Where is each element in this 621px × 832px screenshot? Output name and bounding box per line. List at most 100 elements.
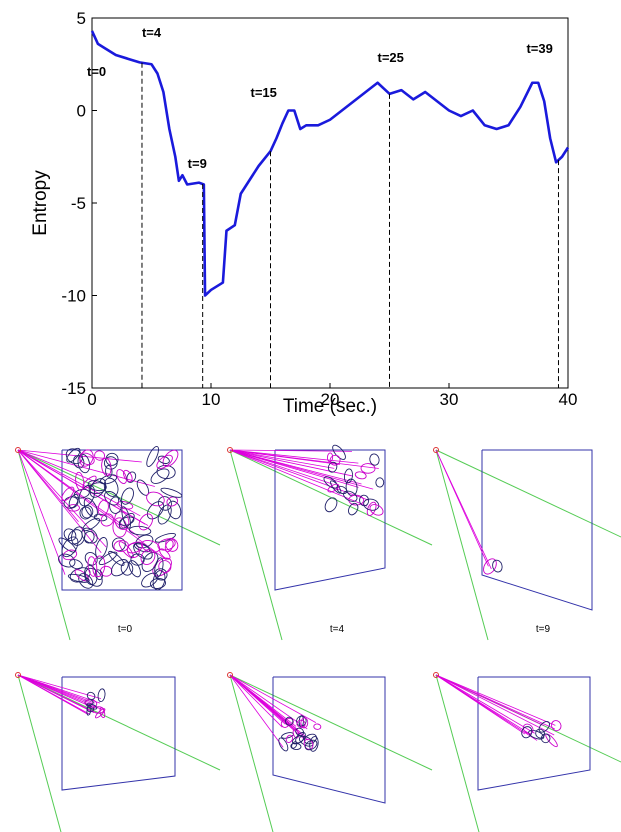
event-label: t=4 — [142, 25, 162, 40]
particle — [84, 552, 98, 566]
particle — [375, 477, 385, 488]
event-label: t=0 — [87, 64, 106, 79]
event-label: t=39 — [526, 41, 552, 56]
particle — [313, 723, 322, 730]
particle — [69, 559, 83, 570]
ray — [229, 449, 335, 469]
particle — [93, 513, 108, 522]
particle — [87, 480, 107, 492]
y-tick-label: 0 — [77, 102, 86, 121]
particle — [285, 716, 294, 726]
particle — [146, 491, 165, 507]
particle — [540, 733, 551, 744]
particle — [300, 717, 309, 729]
fov-edge — [17, 449, 221, 546]
particle — [86, 691, 96, 700]
particle — [67, 573, 90, 583]
particle — [95, 537, 108, 559]
particle — [157, 496, 172, 511]
particle — [292, 728, 300, 739]
fov-edge — [229, 449, 433, 546]
fov-edge — [17, 674, 221, 771]
particle — [73, 455, 85, 469]
particle — [360, 463, 376, 474]
ray — [229, 449, 340, 465]
ray — [229, 449, 359, 464]
particle — [99, 707, 106, 719]
particle — [134, 543, 151, 553]
particle — [94, 450, 106, 461]
particle — [116, 469, 127, 484]
particle — [126, 471, 137, 483]
particle — [78, 573, 94, 589]
particle — [136, 479, 150, 496]
ray — [17, 449, 141, 517]
particle — [92, 555, 106, 578]
sensor — [433, 447, 439, 453]
ray — [229, 674, 284, 748]
ray — [229, 449, 370, 501]
sensor — [227, 672, 233, 678]
event-label: t=15 — [251, 85, 277, 100]
particle — [285, 734, 294, 743]
particle — [483, 558, 497, 575]
ray — [229, 674, 317, 724]
particle — [278, 737, 289, 752]
particle — [126, 541, 144, 554]
particle — [101, 457, 112, 477]
ray — [17, 674, 95, 709]
particle — [109, 496, 123, 514]
ray — [17, 674, 101, 704]
particle — [141, 572, 159, 588]
particle — [150, 468, 170, 484]
particle — [359, 494, 370, 507]
particle — [105, 452, 119, 466]
fov-edge — [17, 449, 71, 641]
ray — [17, 449, 102, 554]
ray — [435, 449, 492, 570]
particle — [290, 742, 302, 750]
x-tick-label: 30 — [440, 390, 459, 409]
particle — [538, 721, 550, 733]
particle — [291, 741, 298, 749]
panel-caption: t=9 — [536, 624, 551, 635]
particle — [146, 446, 159, 467]
particle — [67, 529, 83, 545]
fov-edge — [435, 449, 489, 641]
particle — [492, 559, 503, 573]
particle — [110, 559, 129, 577]
fov-edge — [229, 674, 274, 832]
particle — [61, 536, 79, 558]
plot-frame — [91, 17, 569, 389]
particle — [98, 551, 118, 566]
particle — [156, 454, 173, 469]
x-tick-label: 20 — [321, 390, 340, 409]
panel-caption: t=4 — [330, 624, 345, 635]
x-tick-label: 40 — [559, 390, 578, 409]
room-box — [477, 676, 591, 791]
particle — [58, 553, 76, 568]
particle — [138, 513, 154, 531]
particle — [81, 505, 94, 519]
room-box — [272, 676, 386, 804]
fov-edge — [435, 674, 480, 832]
room-box — [274, 449, 386, 591]
particle — [154, 568, 168, 581]
room-box — [61, 449, 183, 591]
particle — [162, 449, 179, 467]
particle — [105, 464, 113, 478]
particle — [330, 480, 342, 494]
particle — [128, 560, 141, 578]
particle — [74, 569, 89, 582]
particle — [82, 517, 101, 532]
ray — [229, 449, 359, 488]
particle — [343, 490, 358, 502]
ray — [17, 449, 167, 561]
fov-edge — [229, 674, 433, 771]
sensor — [15, 447, 21, 453]
particle — [324, 497, 338, 513]
particle — [71, 526, 86, 546]
particle — [61, 486, 75, 502]
fov-edge — [17, 674, 62, 832]
room-box — [481, 449, 593, 611]
